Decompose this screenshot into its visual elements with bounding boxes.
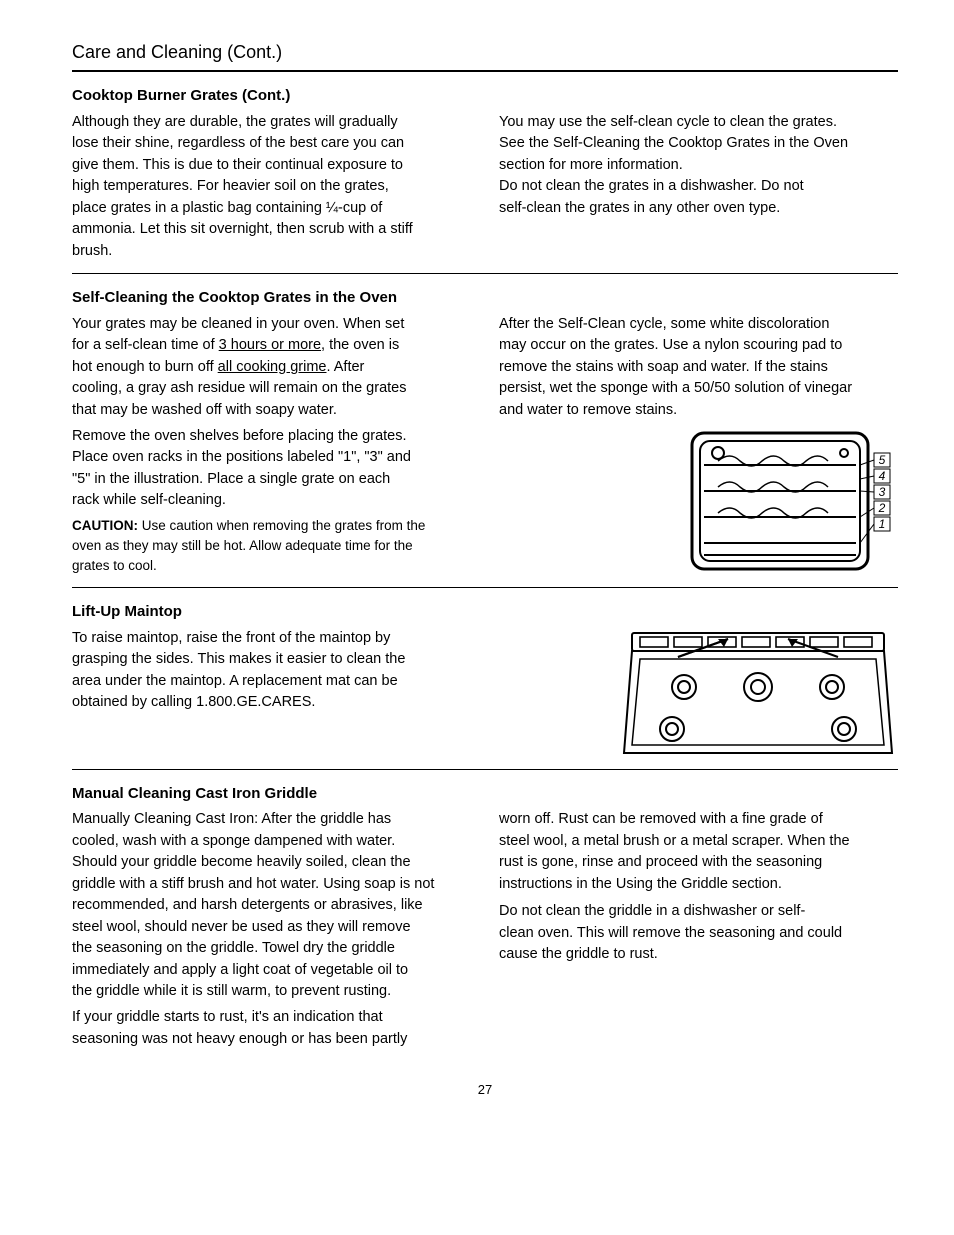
- body-text: area under the maintop. A replacement ma…: [72, 672, 471, 692]
- caution-label: CAUTION:: [72, 518, 138, 533]
- body-text: steel wool, should never be used as they…: [72, 918, 471, 938]
- page-title: Care and Cleaning (Cont.): [72, 40, 898, 64]
- section-rule: [72, 769, 898, 770]
- body-text: Use caution when removing the grates fro…: [138, 518, 425, 533]
- rack-label: 1: [879, 517, 886, 531]
- section-grates-cont: Cooktop Burner Grates (Cont.) Although t…: [72, 86, 898, 263]
- maintop-left-col: To raise maintop, raise the front of the…: [72, 629, 471, 759]
- body-text: To raise maintop, raise the front of the…: [72, 629, 471, 649]
- body-text: may occur on the grates. Use a nylon sco…: [499, 336, 898, 356]
- body-text-underline: 3 hours or more: [219, 337, 321, 353]
- maintop-illus-col: [499, 629, 898, 759]
- body-text: . After: [326, 359, 364, 375]
- body-text: If your griddle starts to rust, it's an …: [72, 1008, 471, 1028]
- body-text: steel wool, a metal brush or a metal scr…: [499, 832, 898, 852]
- body-text: After the Self-Clean cycle, some white d…: [499, 315, 898, 335]
- body-text: cause the griddle to rust.: [499, 945, 898, 965]
- body-text: Manually Cleaning Cast Iron: After the g…: [72, 810, 471, 830]
- body-text: Place oven racks in the positions labele…: [72, 448, 471, 468]
- self-clean-right-col: After the Self-Clean cycle, some white d…: [499, 315, 898, 578]
- body-text: the griddle while it is still warm, to p…: [72, 982, 471, 1002]
- section-rule: [72, 587, 898, 588]
- caution-text: CAUTION: Use caution when removing the g…: [72, 517, 471, 535]
- body-text: See the Self-Cleaning the Cooktop Grates…: [499, 134, 898, 154]
- body-text: instructions in the Using the Griddle se…: [499, 875, 898, 895]
- page-number: 27: [72, 1081, 898, 1099]
- oven-racks-illustration: 5 4 3 2 1: [688, 427, 898, 577]
- self-clean-left-col: Your grates may be cleaned in your oven.…: [72, 315, 471, 578]
- body-text: Do not clean the grates in a dishwasher.…: [499, 177, 898, 197]
- section-griddle: Manual Cleaning Cast Iron Griddle Manual…: [72, 784, 898, 1051]
- body-text: persist, wet the sponge with a 50/50 sol…: [499, 379, 898, 399]
- body-text: give them. This is due to their continua…: [72, 156, 471, 176]
- body-text: the seasoning on the griddle. Towel dry …: [72, 939, 471, 959]
- body-text: grasping the sides. This makes it easier…: [72, 650, 471, 670]
- body-text: "5" in the illustration. Place a single …: [72, 470, 471, 490]
- body-text: for a self-clean time of: [72, 337, 219, 353]
- heading-griddle: Manual Cleaning Cast Iron Griddle: [72, 784, 898, 804]
- body-text: griddle with a stiff brush and hot water…: [72, 875, 471, 895]
- body-text: clean oven. This will remove the seasoni…: [499, 924, 898, 944]
- section-self-clean-grates: Self-Cleaning the Cooktop Grates in the …: [72, 288, 898, 577]
- body-text: self-clean the grates in any other oven …: [499, 199, 898, 219]
- body-text: remove the stains with soap and water. I…: [499, 358, 898, 378]
- body-text: , the oven is: [321, 337, 399, 353]
- body-text: that may be washed off with soapy water.: [72, 401, 471, 421]
- body-text: high temperatures. For heavier soil on t…: [72, 177, 471, 197]
- body-text: and water to remove stains.: [499, 401, 898, 421]
- body-text-underline: all cooking grime: [218, 359, 327, 375]
- rack-label: 3: [879, 485, 886, 499]
- lift-up-maintop-illustration: [618, 629, 898, 759]
- body-text: immediately and apply a light coat of ve…: [72, 961, 471, 981]
- griddle-left-col: Manually Cleaning Cast Iron: After the g…: [72, 810, 471, 1051]
- heading-maintop: Lift-Up Maintop: [72, 602, 898, 622]
- body-text: cooling, a gray ash residue will remain …: [72, 379, 471, 399]
- body-text: Do not clean the griddle in a dishwasher…: [499, 902, 898, 922]
- body-text: You may use the self-clean cycle to clea…: [499, 113, 898, 133]
- rack-label: 4: [879, 469, 886, 483]
- body-text: Remove the oven shelves before placing t…: [72, 427, 471, 447]
- body-text: rust is gone, rinse and proceed with the…: [499, 853, 898, 873]
- body-text: hot enough to burn off all cooking grime…: [72, 358, 471, 378]
- griddle-right-col: worn off. Rust can be removed with a fin…: [499, 810, 898, 1051]
- body-text: seasoning was not heavy enough or has be…: [72, 1030, 471, 1050]
- body-text: cooled, wash with a sponge dampened with…: [72, 832, 471, 852]
- body-text: section for more information.: [499, 156, 898, 176]
- body-text: for a self-clean time of 3 hours or more…: [72, 336, 471, 356]
- body-text: recommended, and harsh detergents or abr…: [72, 896, 471, 916]
- body-text: hot enough to burn off: [72, 359, 218, 375]
- body-text: Should your griddle become heavily soile…: [72, 853, 471, 873]
- body-text: place grates in a plastic bag containing…: [72, 199, 471, 219]
- body-text: obtained by calling 1.800.GE.CARES.: [72, 693, 471, 713]
- body-text: Your grates may be cleaned in your oven.…: [72, 315, 471, 335]
- heading-self-clean: Self-Cleaning the Cooktop Grates in the …: [72, 288, 898, 308]
- body-text: ammonia. Let this sit overnight, then sc…: [72, 220, 471, 240]
- grates-left-col: Although they are durable, the grates wi…: [72, 113, 471, 264]
- body-text: lose their shine, regardless of the best…: [72, 134, 471, 154]
- title-rule: [72, 70, 898, 72]
- section-rule: [72, 273, 898, 274]
- body-text: worn off. Rust can be removed with a fin…: [499, 810, 898, 830]
- body-text: rack while self-cleaning.: [72, 491, 471, 511]
- rack-label: 2: [878, 501, 886, 515]
- caution-text: grates to cool.: [72, 557, 471, 575]
- body-text: Although they are durable, the grates wi…: [72, 113, 471, 133]
- rack-label: 5: [879, 453, 886, 467]
- grates-right-col: You may use the self-clean cycle to clea…: [499, 113, 898, 264]
- body-text: brush.: [72, 242, 471, 262]
- caution-text: oven as they may still be hot. Allow ade…: [72, 537, 471, 555]
- heading-grates-cont: Cooktop Burner Grates (Cont.): [72, 86, 898, 106]
- section-maintop: Lift-Up Maintop To raise maintop, raise …: [72, 602, 898, 758]
